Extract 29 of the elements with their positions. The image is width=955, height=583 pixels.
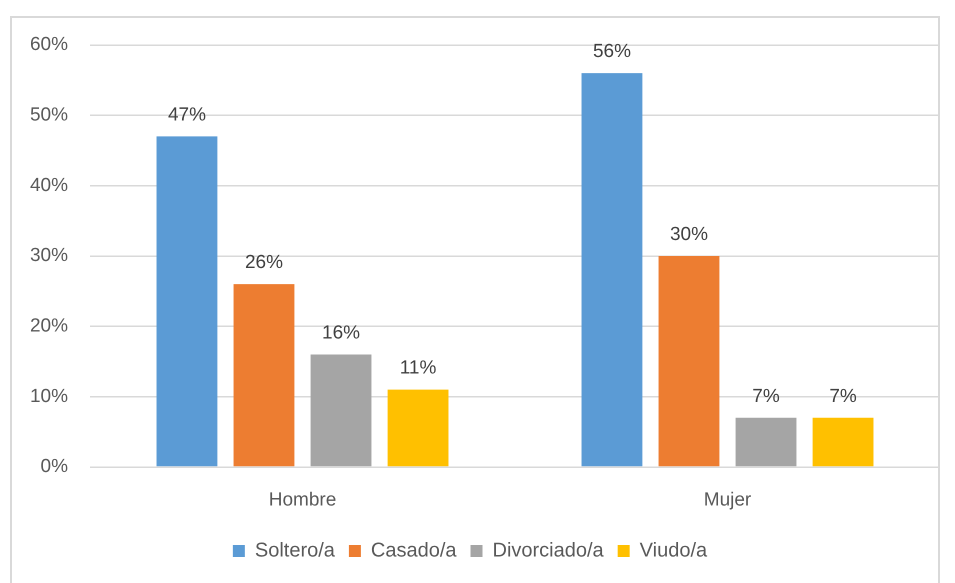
bar (812, 418, 874, 466)
x-tick-label: Mujer (704, 490, 752, 511)
data-label: 16% (322, 322, 360, 344)
legend-label: Soltero/a (254, 540, 336, 562)
bar (736, 418, 796, 466)
y-tick-label: 60% (30, 34, 68, 56)
y-tick-label: 0% (40, 456, 68, 478)
data-label: 7% (752, 386, 780, 407)
y-tick-label: 40% (30, 174, 68, 196)
data-label: 26% (244, 252, 284, 274)
data-label: 7% (829, 386, 857, 407)
legend-label: Casado/a (370, 540, 458, 562)
x-tick-label: Hombre (268, 490, 336, 511)
legend-label: Viudo/a (640, 540, 708, 562)
legend-label: Divorciado/a (492, 540, 605, 562)
bar (658, 256, 720, 466)
bar (234, 284, 294, 466)
data-label: 30% (670, 224, 708, 245)
bar (310, 354, 372, 466)
y-tick-label: 20% (30, 316, 68, 337)
bar (582, 73, 642, 466)
data-label: 56% (592, 41, 632, 62)
y-tick-label: 50% (30, 104, 68, 126)
y-tick-label: 10% (30, 386, 68, 407)
bar (156, 136, 218, 466)
data-label: 47% (168, 104, 206, 126)
y-tick-label: 30% (30, 245, 68, 266)
data-label: 11% (400, 358, 436, 379)
bar (388, 390, 448, 466)
